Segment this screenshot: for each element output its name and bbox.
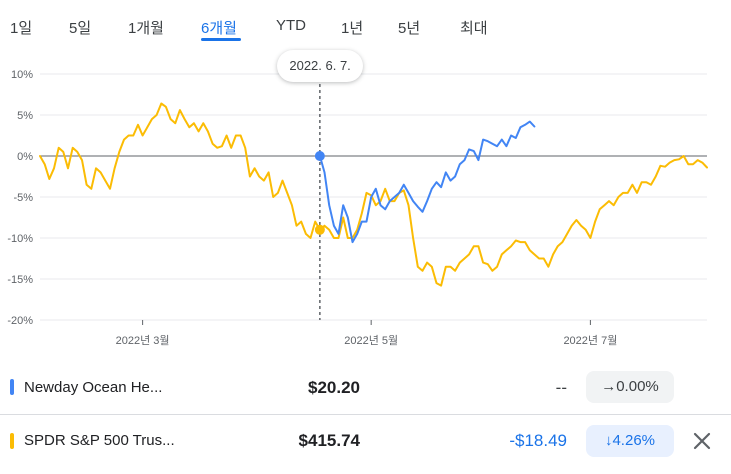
series-point <box>314 224 325 235</box>
y-axis: 10% 5% 0% -5% -10% -15% -20% <box>7 69 33 327</box>
range-tabs: 1일 5일 1개월 6개월 YTD 1년 5년 최대 <box>0 0 731 44</box>
series-color-swatch <box>10 379 14 395</box>
tab-max[interactable]: 최대 <box>460 20 488 37</box>
series-color-swatch <box>10 433 14 449</box>
x-axis: 2022년 3월 2022년 5월 2022년 7월 <box>116 320 617 347</box>
tab-1d[interactable]: 1일 <box>10 20 33 37</box>
active-tab-indicator <box>201 38 241 41</box>
x-tick-label: 2022년 3월 <box>116 334 170 347</box>
tooltip-date: 2022. 6. 7. <box>289 58 351 73</box>
row-divider <box>0 414 731 415</box>
x-tick-label: 2022년 5월 <box>344 334 398 347</box>
markers <box>314 151 325 235</box>
series-line <box>318 120 536 244</box>
tab-5d[interactable]: 5일 <box>69 20 92 37</box>
series-point <box>314 151 325 161</box>
comparison-chart[interactable]: 10%5%0%-5%-10%-15%-20% 2022년 3월 2022년 5월 2… <box>0 48 731 350</box>
security-price: $415.74 <box>298 431 360 450</box>
grid <box>40 73 707 321</box>
close-icon[interactable] <box>690 429 714 453</box>
list-item[interactable]: Newday Ocean He... $20.20 -- →0.00% <box>0 362 731 412</box>
security-name: Newday Ocean He... <box>24 379 163 396</box>
y-tick-label: -15% <box>7 274 33 286</box>
x-tick-label: 2022년 7월 <box>563 334 617 347</box>
price-change: -- <box>555 378 567 397</box>
y-tick-label: 5% <box>17 110 33 122</box>
date-tooltip: 2022. 6. 7. <box>277 50 363 82</box>
y-tick-label: 0% <box>17 151 33 163</box>
y-tick-label: -20% <box>7 315 33 327</box>
y-tick-label: 10% <box>11 69 33 81</box>
y-tick-label: -5% <box>13 192 33 204</box>
tab-1y[interactable]: 1년 <box>341 20 364 37</box>
tab-1m[interactable]: 1개월 <box>128 20 164 37</box>
percent-change-badge: ↓4.26% <box>586 425 674 457</box>
tab-6m[interactable]: 6개월 <box>201 20 237 37</box>
security-price: $20.20 <box>308 378 360 397</box>
tab-5y[interactable]: 5년 <box>398 20 421 37</box>
percent-change-badge: →0.00% <box>586 371 674 403</box>
list-item[interactable]: SPDR S&P 500 Trus... $415.74 -$18.49 ↓4.… <box>0 416 731 466</box>
price-change: -$18.49 <box>509 431 567 450</box>
series-line <box>39 102 708 287</box>
tab-ytd[interactable]: YTD <box>276 17 306 34</box>
series <box>39 102 708 287</box>
security-name: SPDR S&P 500 Trus... <box>24 432 175 449</box>
y-tick-label: -10% <box>7 233 33 245</box>
